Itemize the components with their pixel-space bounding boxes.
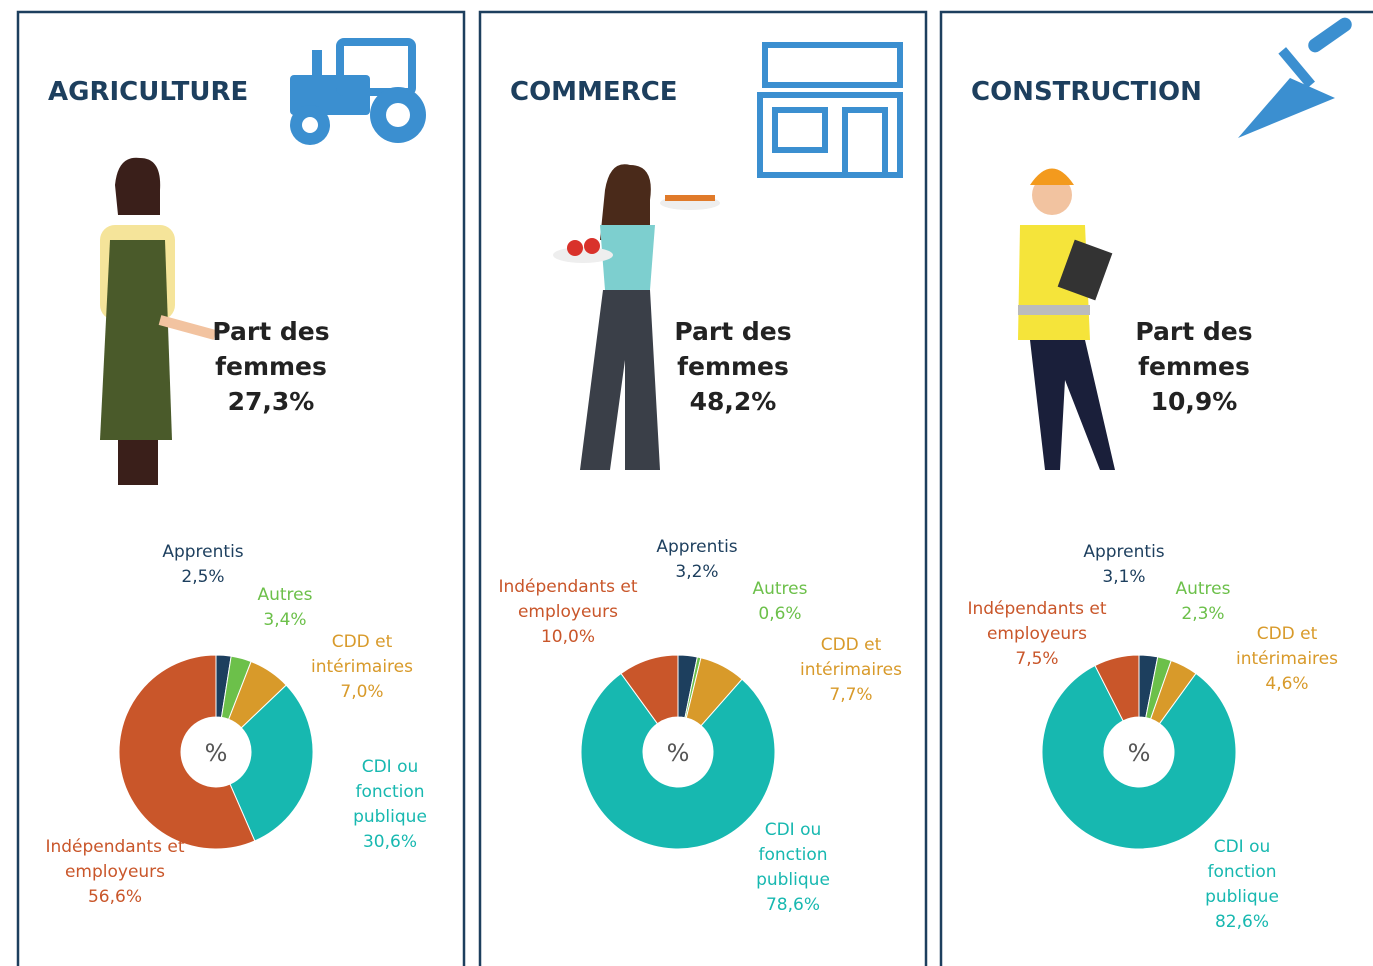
women-share: 10,9%	[1151, 387, 1238, 416]
slice-label: CDI ou fonction publique 78,6%	[748, 818, 838, 918]
slice-category: Indépendants et employeurs	[45, 837, 185, 882]
women-share: Part des	[212, 317, 329, 346]
slice-label: Autres 2,3%	[1163, 577, 1243, 627]
donut-slice	[1094, 654, 1140, 722]
slice-category: Autres	[257, 585, 313, 605]
slice-value: 56,6%	[87, 887, 142, 907]
slice-label: CDD et intérimaires 4,6%	[1228, 622, 1346, 697]
slice-value: 7,7%	[829, 685, 873, 705]
slice-value: 3,1%	[1102, 567, 1146, 587]
panel-title: CONSTRUCTION	[971, 77, 1202, 107]
panel-border	[16, 10, 466, 966]
slice-category: Autres	[752, 579, 808, 599]
women-share: femmes	[677, 352, 789, 381]
women-share: Part des	[674, 317, 791, 346]
slice-category: CDD et intérimaires	[800, 635, 902, 680]
slice-label: Indépendants et employeurs 56,6%	[40, 835, 190, 910]
slice-value: 2,3%	[1181, 604, 1225, 624]
slice-value: 78,6%	[765, 895, 820, 915]
donut-slice	[1041, 664, 1237, 850]
slice-value: 7,0%	[340, 682, 384, 702]
slice-value: 82,6%	[1214, 912, 1269, 932]
slice-label: CDI ou fonction publique 30,6%	[345, 755, 435, 855]
slice-category: Indépendants et employeurs	[967, 599, 1107, 644]
slice-value: 30,6%	[362, 832, 417, 852]
slice-label: Autres 3,4%	[245, 583, 325, 633]
donut-center: %	[667, 739, 690, 767]
slice-label: Autres 0,6%	[740, 577, 820, 627]
panel-title: AGRICULTURE	[48, 77, 248, 107]
tractor-icon	[290, 38, 426, 145]
trowel-icon	[1238, 17, 1352, 138]
slice-label: CDD et intérimaires 7,7%	[792, 633, 910, 708]
slice-category: CDD et intérimaires	[1236, 624, 1338, 669]
slice-value: 4,6%	[1265, 674, 1309, 694]
slice-value: 3,4%	[263, 610, 307, 630]
slice-category: Autres	[1175, 579, 1231, 599]
slice-category: Apprentis	[162, 542, 244, 562]
donut-slice	[620, 654, 679, 725]
slice-category: Apprentis	[656, 537, 738, 557]
slice-category: CDI ou fonction publique	[1205, 837, 1279, 907]
panel-title: COMMERCE	[510, 77, 678, 107]
donut-center: %	[205, 739, 228, 767]
slice-category: CDI ou fonction publique	[353, 757, 427, 827]
slice-category: CDD et intérimaires	[311, 632, 413, 677]
donut-slice	[580, 672, 776, 850]
slice-label: Indépendants et employeurs 10,0%	[493, 575, 643, 650]
slice-category: Indépendants et employeurs	[498, 577, 638, 622]
slice-label: Indépendants et employeurs 7,5%	[962, 597, 1112, 672]
donut-slice	[229, 684, 314, 842]
women-share: femmes	[1138, 352, 1250, 381]
slice-label: Apprentis 3,2%	[637, 535, 757, 585]
slice-label: Apprentis 3,1%	[1064, 540, 1184, 590]
woman-waitress	[553, 164, 720, 470]
donut-slice	[118, 654, 256, 850]
shop-icon	[757, 42, 903, 178]
women-share: 27,3%	[228, 387, 315, 416]
woman-builder	[1018, 168, 1115, 470]
slice-value: 10,0%	[540, 627, 595, 647]
slice-label: CDD et intérimaires 7,0%	[303, 630, 421, 705]
slice-label: CDI ou fonction publique 82,6%	[1197, 835, 1287, 935]
women-share: femmes	[215, 352, 327, 381]
panel-border	[478, 10, 928, 966]
woman-farmer	[100, 157, 217, 485]
slice-label: Apprentis 2,5%	[143, 540, 263, 590]
women-share: 48,2%	[690, 387, 777, 416]
slice-value: 2,5%	[181, 567, 225, 587]
women-share: Part des	[1135, 317, 1252, 346]
slice-value: 0,6%	[758, 604, 802, 624]
slice-value: 3,2%	[675, 562, 719, 582]
slice-value: 7,5%	[1015, 649, 1059, 669]
slice-category: Apprentis	[1083, 542, 1165, 562]
panel-border	[939, 10, 1373, 966]
donut-center: %	[1128, 739, 1151, 767]
slice-category: CDI ou fonction publique	[756, 820, 830, 890]
